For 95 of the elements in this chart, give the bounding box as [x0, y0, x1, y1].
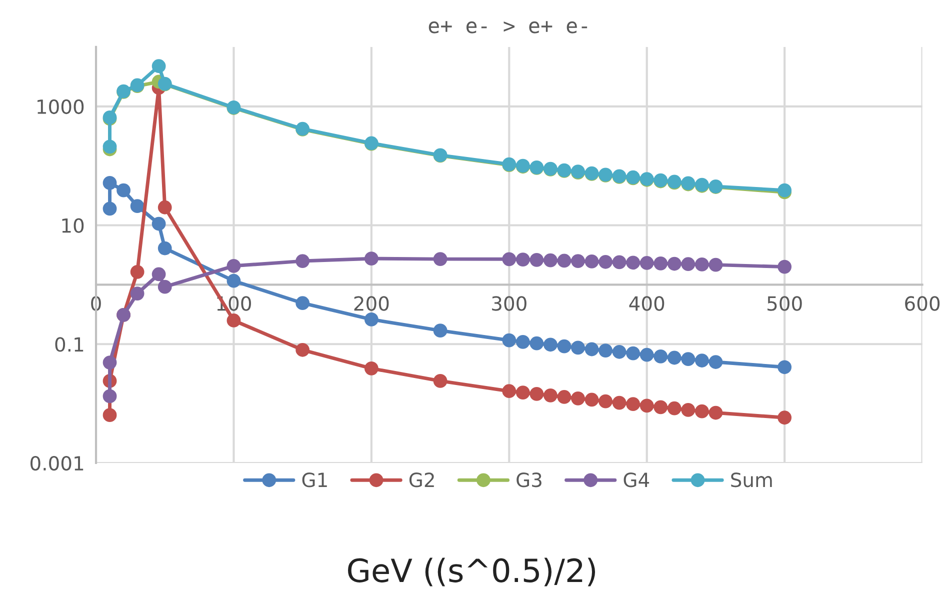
point: [778, 360, 792, 374]
point: [544, 388, 558, 402]
point: [226, 314, 241, 328]
y-tick-label: 0.001: [30, 456, 84, 471]
point: [584, 342, 599, 356]
point: [433, 252, 448, 266]
point: [681, 352, 696, 366]
point: [667, 350, 682, 365]
point: [530, 336, 544, 350]
point: [226, 274, 241, 288]
x-tick-label: 400: [629, 296, 664, 311]
point: [516, 252, 530, 266]
point: [695, 354, 709, 368]
legend-label: G4: [624, 472, 650, 488]
point: [708, 355, 723, 369]
point: [571, 340, 585, 355]
point: [640, 256, 654, 270]
point: [667, 256, 682, 271]
point: [152, 216, 166, 231]
point: [612, 396, 626, 410]
chart-title: e+ e- > e+ e-: [428, 21, 588, 34]
y-tick-label: 10: [62, 218, 84, 233]
x-tick-label: 600: [905, 296, 940, 311]
point: [626, 397, 640, 412]
point: [158, 280, 172, 294]
point: [681, 403, 696, 417]
point: [626, 346, 640, 360]
point: [708, 406, 723, 420]
point: [598, 394, 612, 408]
point: [598, 254, 612, 269]
point: [130, 264, 144, 279]
point: [158, 200, 172, 214]
point: [584, 254, 599, 268]
point: [654, 350, 668, 364]
point: [544, 253, 558, 268]
point: [433, 324, 448, 338]
point: [530, 387, 544, 401]
y-tick-label: 0.1: [55, 337, 84, 352]
legend-label: Sum: [731, 472, 772, 488]
point: [612, 344, 626, 359]
point: [544, 338, 558, 352]
point: [598, 344, 612, 358]
point: [502, 333, 516, 348]
point: [102, 408, 117, 422]
point: [130, 286, 144, 300]
point: [640, 348, 654, 362]
point: [778, 410, 792, 425]
point: [130, 199, 144, 214]
point: [695, 258, 709, 272]
point: [116, 183, 130, 198]
point: [571, 254, 585, 268]
x-tick-label: 200: [354, 296, 389, 311]
point: [364, 252, 378, 266]
point: [296, 342, 310, 357]
point: [640, 398, 654, 413]
legend-label: G2: [409, 472, 434, 488]
point: [102, 389, 117, 404]
legend-label: G3: [516, 472, 542, 488]
x-tick-label: 300: [492, 296, 526, 311]
x-axis-title: GeV ((s^0.5)/2): [348, 558, 596, 586]
point: [296, 254, 310, 268]
point: [708, 258, 723, 272]
point: [612, 255, 626, 270]
point: [626, 256, 640, 270]
y-tick-label: 1000: [38, 99, 84, 114]
point: [102, 140, 117, 154]
point: [102, 202, 117, 216]
point: [516, 386, 530, 400]
point: [158, 241, 172, 256]
point: [364, 312, 378, 326]
point: [152, 59, 166, 74]
point: [654, 400, 668, 414]
point: [557, 254, 572, 268]
point: [667, 401, 682, 416]
point: [102, 176, 117, 190]
point: [557, 390, 572, 404]
point: [226, 258, 241, 273]
point: [681, 257, 696, 272]
point: [296, 296, 310, 310]
x-tick-label: 500: [768, 296, 802, 311]
point: [778, 260, 792, 274]
point: [502, 384, 516, 398]
legend-label: G1: [302, 472, 327, 488]
point: [557, 339, 572, 354]
point: [654, 256, 668, 270]
point: [152, 267, 166, 282]
point: [571, 391, 585, 406]
point: [584, 392, 599, 407]
point: [502, 252, 516, 266]
point: [695, 404, 709, 418]
point: [530, 252, 544, 267]
point: [433, 374, 448, 388]
point: [102, 356, 117, 370]
point: [364, 361, 378, 376]
point: [516, 334, 530, 349]
